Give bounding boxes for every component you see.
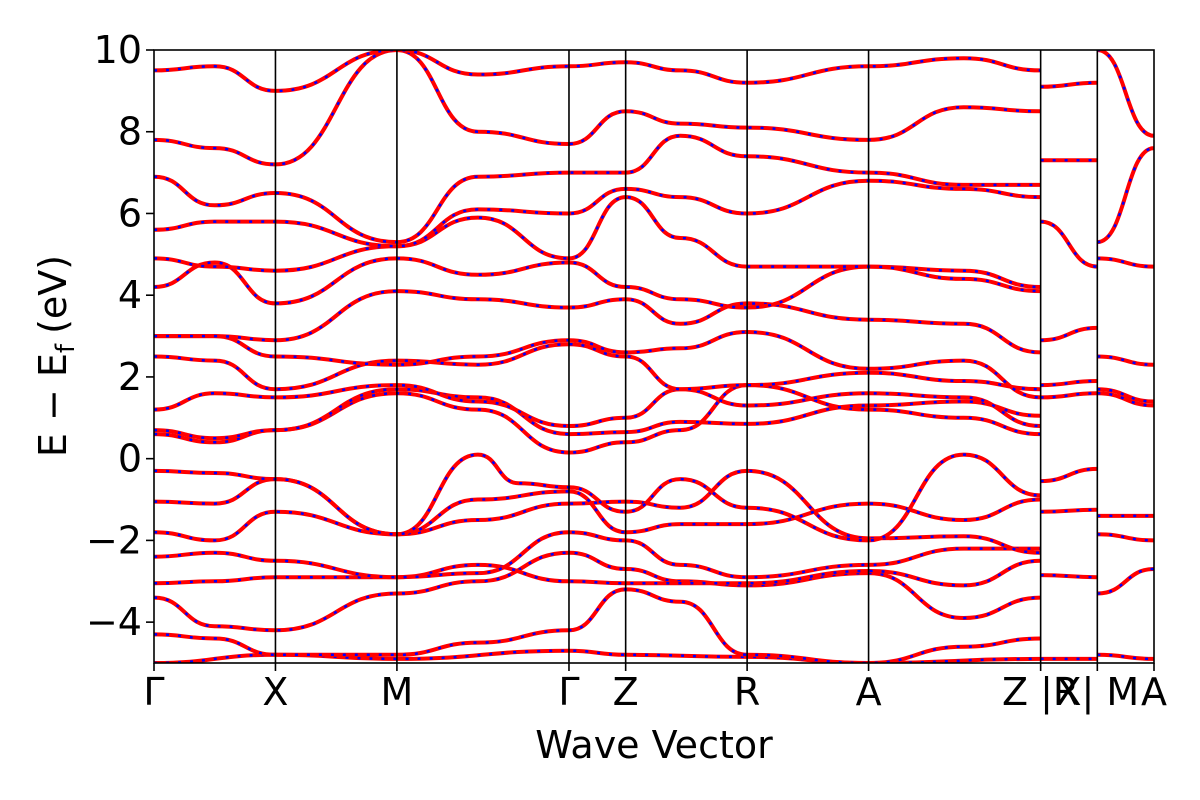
band-line-6 bbox=[154, 477, 1041, 537]
y-axis-ticks: −4 −2 0 2 4 6 8 10 bbox=[86, 28, 154, 644]
y-axis-title-main: E − E bbox=[31, 353, 75, 457]
y-tick-label: 10 bbox=[94, 28, 142, 72]
x-tick-label: Γ bbox=[143, 670, 164, 714]
y-axis-title-unit: (eV) bbox=[31, 255, 75, 334]
band-line-overlay-2 bbox=[154, 551, 1041, 632]
x-tick-label: Z bbox=[613, 670, 639, 714]
band-line-overlay-14 bbox=[154, 257, 1041, 309]
band-line-overlay-9 bbox=[154, 387, 1154, 440]
band-line-15 bbox=[154, 195, 1154, 294]
high-symmetry-lines bbox=[274, 50, 1099, 663]
x-tick-label: R bbox=[734, 670, 760, 714]
x-tick-label: Γ bbox=[558, 670, 579, 714]
band-line-overlay-13 bbox=[154, 289, 1154, 366]
y-tick-label: 4 bbox=[118, 273, 142, 317]
band-line-overlay-12 bbox=[154, 330, 1041, 399]
y-tick-label: 0 bbox=[118, 437, 142, 481]
y-tick-label: −2 bbox=[86, 518, 142, 562]
band-line-14 bbox=[154, 256, 1041, 310]
band-line-overlay-15 bbox=[154, 195, 1154, 293]
x-tick-label: A bbox=[856, 670, 882, 714]
y-axis-title: E − Ef (eV) bbox=[31, 255, 81, 457]
plot-frame bbox=[153, 49, 1155, 664]
x-tick-label: X| M bbox=[1055, 670, 1139, 715]
band-line-0 bbox=[154, 648, 1154, 663]
band-line-2 bbox=[154, 550, 1041, 633]
band-line-18 bbox=[154, 50, 1041, 167]
band-line-13 bbox=[154, 289, 1154, 367]
band-lines bbox=[154, 50, 1154, 663]
band-line-overlay-11 bbox=[154, 342, 1154, 403]
band-line-overlay-0 bbox=[154, 649, 1154, 663]
band-line-overlay-17 bbox=[154, 134, 1154, 244]
band-line-overlay-10 bbox=[154, 383, 1041, 428]
band-line-overlay-18 bbox=[154, 50, 1041, 166]
x-tick-label: X bbox=[262, 670, 288, 714]
band-line-overlay-7 bbox=[154, 453, 1154, 542]
y-tick-label: 2 bbox=[118, 355, 142, 399]
y-tick-label: 6 bbox=[118, 191, 142, 235]
band-line-11 bbox=[154, 342, 1154, 404]
y-axis-title-subscript: f bbox=[51, 343, 81, 353]
band-line-overlay-19 bbox=[154, 50, 1154, 138]
x-axis-title: Wave Vector bbox=[535, 723, 773, 767]
band-line-16 bbox=[154, 178, 1041, 249]
x-tick-label: A bbox=[1141, 670, 1167, 714]
band-line-overlay-6 bbox=[154, 477, 1041, 536]
band-line-overlay-16 bbox=[154, 179, 1041, 248]
x-tick-label: Z |R bbox=[1002, 670, 1079, 715]
x-tick-label: M bbox=[381, 670, 414, 714]
band-line-overlay-5 bbox=[154, 469, 1154, 554]
y-tick-label: −4 bbox=[86, 600, 142, 644]
band-line-19 bbox=[154, 50, 1154, 138]
y-tick-label: 8 bbox=[118, 110, 142, 154]
